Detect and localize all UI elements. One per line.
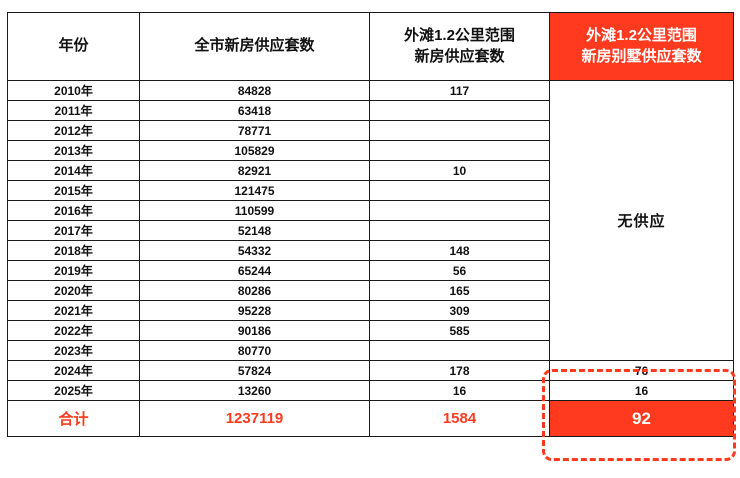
bund-supply-cell	[369, 100, 550, 121]
header-row: 年份 全市新房供应套数 外滩1.2公里范围 新房供应套数 外滩1.2公里范围 新…	[7, 12, 734, 81]
city-supply-cell: 63418	[139, 100, 370, 121]
bund-supply-cell	[369, 120, 550, 141]
bund-supply-cell	[369, 340, 550, 361]
table-row: 2019年 65244 56	[7, 260, 734, 281]
bund-supply-cell	[369, 140, 550, 161]
city-supply-cell: 105829	[139, 140, 370, 161]
header-year: 年份	[7, 12, 140, 81]
bund-supply-cell: 178	[369, 360, 550, 381]
table-row: 2020年 80286 165	[7, 280, 734, 301]
year-cell: 2015年	[7, 180, 140, 201]
year-cell: 2023年	[7, 340, 140, 361]
bund-supply-cell: 309	[369, 300, 550, 321]
bund-supply-cell: 165	[369, 280, 550, 301]
bund-supply-cell: 117	[369, 80, 550, 101]
table-row: 2023年 80770	[7, 340, 734, 361]
year-cell: 2022年	[7, 320, 140, 341]
city-supply-cell: 54332	[139, 240, 370, 261]
city-supply-cell: 110599	[139, 200, 370, 221]
year-cell: 2025年	[7, 380, 140, 401]
table-row: 2012年 78771	[7, 120, 734, 141]
table-row: 2010年 84828 117 无供应	[7, 80, 734, 361]
city-supply-cell: 57824	[139, 360, 370, 381]
total-villa-cell: 92	[549, 400, 734, 437]
city-supply-cell: 78771	[139, 120, 370, 141]
header-bund-supply: 外滩1.2公里范围 新房供应套数	[369, 12, 550, 81]
year-cell: 2017年	[7, 220, 140, 241]
bund-supply-cell: 148	[369, 240, 550, 261]
table-row: 2017年 52148	[7, 220, 734, 241]
city-supply-cell: 95228	[139, 300, 370, 321]
total-row: 合计 1237119 1584 92	[7, 400, 734, 437]
city-supply-cell: 52148	[139, 220, 370, 241]
city-supply-cell: 84828	[139, 80, 370, 101]
year-cell: 2011年	[7, 100, 140, 121]
year-cell: 2019年	[7, 260, 140, 281]
total-city-cell: 1237119	[139, 400, 370, 437]
year-cell: 2013年	[7, 140, 140, 161]
header-bund-line1: 外滩1.2公里范围	[404, 27, 515, 45]
bund-supply-cell	[369, 200, 550, 221]
supply-table: 年份 全市新房供应套数 外滩1.2公里范围 新房供应套数 外滩1.2公里范围 新…	[7, 12, 734, 437]
year-cell: 2016年	[7, 200, 140, 221]
year-cell: 2024年	[7, 360, 140, 381]
year-cell: 2018年	[7, 240, 140, 261]
city-supply-cell: 121475	[139, 180, 370, 201]
header-villa-line2: 新房别墅供应套数	[581, 47, 702, 65]
bund-supply-cell: 585	[369, 320, 550, 341]
bund-supply-cell: 16	[369, 380, 550, 401]
bund-supply-cell	[369, 180, 550, 201]
header-villa-line1: 外滩1.2公里范围	[586, 27, 697, 45]
year-cell: 2010年	[7, 80, 140, 101]
table-row: 2024年 57824 178 76	[7, 360, 734, 381]
no-supply-cell: 无供应	[549, 80, 734, 361]
total-label-cell: 合计	[7, 400, 140, 437]
table-row: 2022年 90186 585	[7, 320, 734, 341]
city-supply-cell: 82921	[139, 160, 370, 181]
bund-supply-cell: 56	[369, 260, 550, 281]
villa-supply-cell: 16	[549, 380, 734, 401]
year-cell: 2021年	[7, 300, 140, 321]
header-bund-line2: 新房供应套数	[414, 47, 505, 65]
header-villa-supply: 外滩1.2公里范围 新房别墅供应套数	[549, 12, 734, 81]
year-cell: 2014年	[7, 160, 140, 181]
bund-supply-cell: 10	[369, 160, 550, 181]
city-supply-cell: 65244	[139, 260, 370, 281]
total-bund-cell: 1584	[369, 400, 550, 437]
year-cell: 2020年	[7, 280, 140, 301]
table-row: 2016年 110599	[7, 200, 734, 221]
year-cell: 2012年	[7, 120, 140, 141]
table-row: 2021年 95228 309	[7, 300, 734, 321]
city-supply-cell: 90186	[139, 320, 370, 341]
header-city-supply: 全市新房供应套数	[139, 12, 370, 81]
villa-supply-cell: 76	[549, 360, 734, 381]
table-row: 2025年 13260 16 16	[7, 380, 734, 401]
city-supply-cell: 80770	[139, 340, 370, 361]
city-supply-cell: 80286	[139, 280, 370, 301]
bund-supply-cell	[369, 220, 550, 241]
city-supply-cell: 13260	[139, 380, 370, 401]
